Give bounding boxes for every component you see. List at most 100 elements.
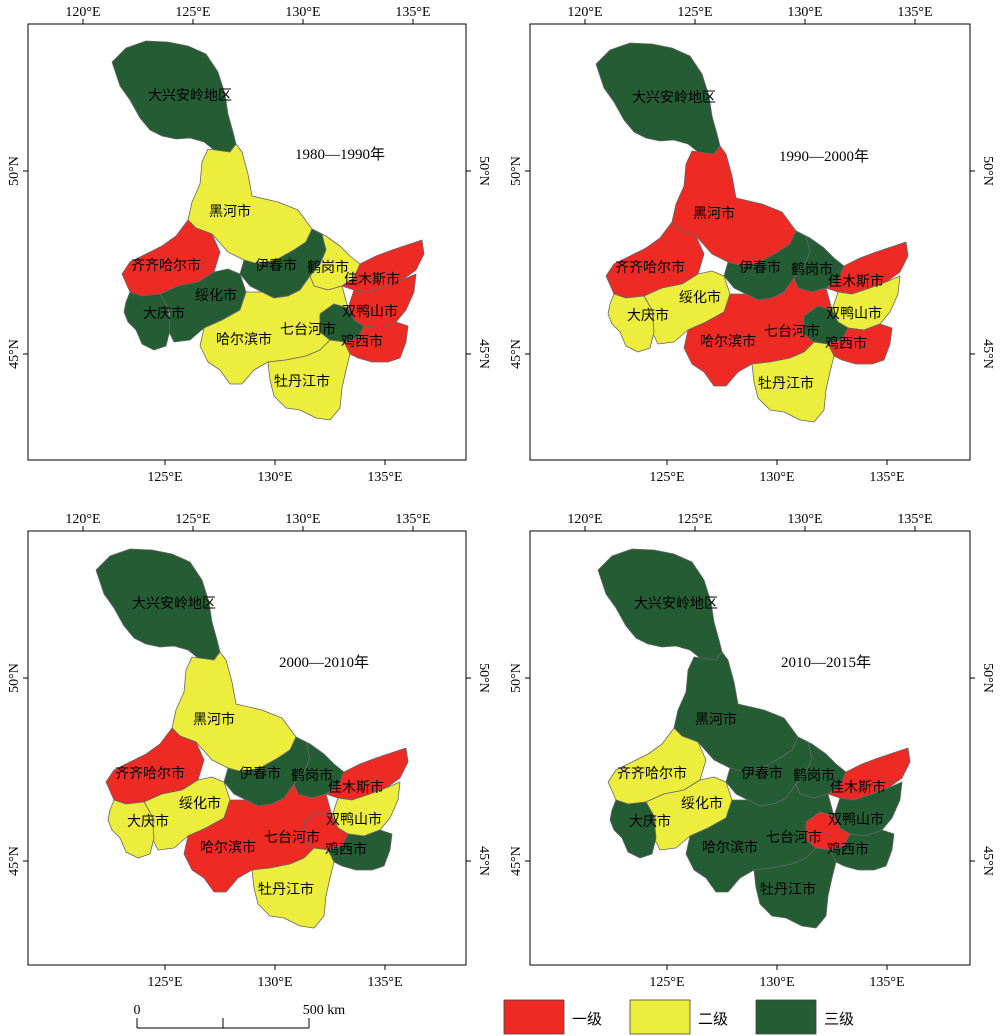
region-label: 伊春市: [255, 257, 297, 274]
region-label: 哈尔滨市: [700, 333, 756, 350]
region-area: [751, 341, 835, 423]
region-label: 佳木斯市: [828, 273, 884, 290]
legend: 一级 二级 三级: [503, 999, 854, 1035]
bottom-tick-label: 130°E: [257, 975, 292, 990]
region-label: 大兴安岭地区: [634, 596, 718, 612]
period-label: 2000—2010年: [279, 654, 369, 671]
scale-end-label: 500 km: [303, 1003, 346, 1018]
region-label: 双鸭山市: [828, 811, 884, 828]
region-label: 绥化市: [679, 289, 721, 306]
region-label: 齐齐哈尔市: [131, 257, 201, 274]
top-tick-label: 130°E: [285, 512, 320, 527]
right-tick-label: 50°N: [476, 156, 491, 186]
legend-swatch: [503, 999, 565, 1035]
region-label: 黑河市: [695, 711, 737, 728]
top-tick-label: 120°E: [567, 512, 602, 527]
region-area: [123, 291, 171, 351]
region-label: 黑河市: [209, 203, 251, 220]
scale-bar: 0 500 km: [134, 1003, 346, 1029]
right-tick-label: 50°N: [980, 663, 995, 693]
right-tick-label: 50°N: [980, 156, 995, 186]
region-label: 鹤岗市: [291, 767, 333, 784]
region-area: [827, 747, 911, 801]
region-label: 大庆市: [143, 305, 185, 322]
left-tick-label: 50°N: [509, 663, 524, 693]
region-label: 鸡西市: [325, 841, 367, 858]
region-area: [609, 799, 657, 859]
right-tick-label: 45°N: [980, 846, 995, 876]
top-tick-label: 130°E: [285, 5, 320, 20]
region-area: [251, 847, 335, 929]
region-label: 七台河市: [264, 829, 320, 846]
left-tick-label: 50°N: [7, 156, 22, 186]
region-label: 大庆市: [629, 813, 671, 830]
region-label: 哈尔滨市: [200, 839, 256, 856]
right-tick-label: 45°N: [980, 339, 995, 369]
legend-label: 一级: [572, 1011, 602, 1028]
bottom-tick-label: 135°E: [367, 470, 402, 485]
region-label: 绥化市: [681, 795, 723, 812]
region-area: [107, 799, 155, 859]
region-area: [607, 293, 655, 353]
region-label: 绥化市: [195, 287, 237, 304]
region-label: 齐齐哈尔市: [617, 765, 687, 782]
bottom-tick-label: 135°E: [869, 470, 904, 485]
map-panel: 120°E 125°E 130°E 135°E 125°E 130°E 135°E 50°N 5…: [509, 5, 995, 485]
region-label: 佳木斯市: [344, 271, 400, 288]
region-label: 黑河市: [693, 205, 735, 222]
region-label: 大兴安岭地区: [632, 90, 716, 106]
region-label: 双鸭山市: [342, 303, 398, 320]
region-label: 牡丹江市: [258, 881, 314, 898]
period-label: 2010—2015年: [781, 654, 871, 671]
region-area: [341, 239, 425, 293]
region-label: 七台河市: [764, 323, 820, 340]
period-label: 1990—2000年: [779, 148, 869, 165]
legend-label: 二级: [698, 1011, 728, 1028]
period-label: 1980—1990年: [295, 146, 385, 163]
top-tick-label: 130°E: [787, 5, 822, 20]
left-tick-label: 50°N: [509, 156, 524, 186]
region-label: 双鸭山市: [326, 811, 382, 828]
region-label: 鸡西市: [341, 333, 383, 350]
region-area: [825, 241, 909, 295]
left-tick-label: 45°N: [7, 339, 22, 369]
region-label: 齐齐哈尔市: [115, 765, 185, 782]
region-area: [267, 339, 351, 421]
bottom-tick-label: 125°E: [147, 975, 182, 990]
region-label: 牡丹江市: [274, 373, 330, 390]
region-label: 伊春市: [741, 765, 783, 782]
region-label: 伊春市: [739, 259, 781, 276]
legend-swatch: [755, 999, 817, 1035]
bottom-tick-label: 125°E: [649, 975, 684, 990]
top-tick-label: 125°E: [175, 5, 210, 20]
region-label: 黑河市: [193, 711, 235, 728]
bottom-tick-label: 135°E: [367, 975, 402, 990]
region-label: 大庆市: [127, 813, 169, 830]
region-area: [325, 747, 409, 801]
region-label: 双鸭山市: [826, 305, 882, 322]
bottom-tick-label: 125°E: [147, 470, 182, 485]
bottom-tick-label: 130°E: [257, 470, 292, 485]
map-panel: 120°E 125°E 130°E 135°E 125°E 130°E 135°E 50°N 5…: [509, 512, 995, 990]
top-tick-label: 120°E: [567, 5, 602, 20]
top-tick-label: 135°E: [897, 512, 932, 527]
region-label: 伊春市: [239, 765, 281, 782]
bottom-tick-label: 130°E: [759, 975, 794, 990]
map-panel: 120°E 125°E 130°E 135°E 125°E 130°E 135°E 50°N 5…: [7, 512, 491, 990]
region-label: 七台河市: [280, 321, 336, 338]
top-tick-label: 135°E: [395, 5, 430, 20]
region-label: 哈尔滨市: [216, 331, 272, 348]
region-label: 佳木斯市: [830, 779, 886, 796]
region-label: 佳木斯市: [328, 779, 384, 796]
region-area: [753, 847, 837, 929]
region-label: 大兴安岭地区: [132, 596, 216, 612]
top-tick-label: 120°E: [65, 512, 100, 527]
right-tick-label: 45°N: [476, 339, 491, 369]
right-tick-label: 50°N: [476, 663, 491, 693]
left-tick-label: 45°N: [7, 846, 22, 876]
bottom-tick-label: 135°E: [869, 975, 904, 990]
